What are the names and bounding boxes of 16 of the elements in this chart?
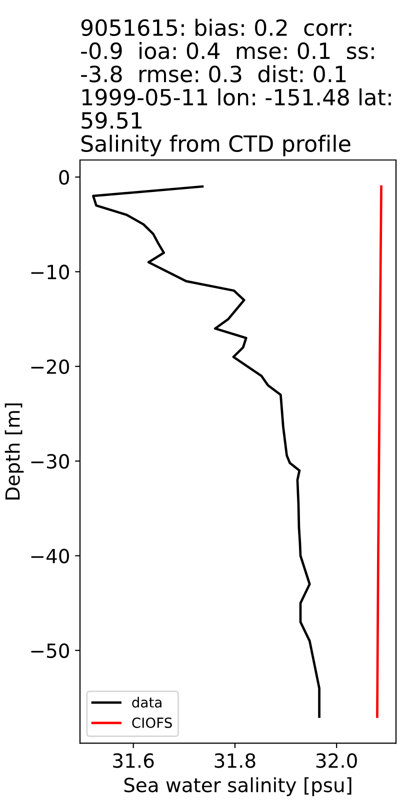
y-tick-label: −10	[31, 264, 69, 280]
legend-label: data	[132, 696, 162, 708]
y-axis-title: Depth [m]	[4, 404, 24, 500]
y-tick-label: 0	[59, 170, 69, 185]
legend-label: CIOFS	[132, 718, 172, 728]
y-tick-label: −50	[31, 643, 69, 658]
y-tick-label: −40	[31, 548, 69, 564]
chart-title: 9051615: bias: 0.2 corr: -0.9 ioa: 0.4 mse: 0.1 ss: -3.8 rmse: 0.3 dist: 0.1 1999-05-11 lon: -151.48 lat: 59.51 Salinity from CTD profile	[81, 18, 391, 156]
line-series	[376, 185, 382, 718]
y-tick-label: −30	[31, 454, 69, 469]
x-tick-label: 31.8	[214, 753, 256, 768]
x-tick-label: 31.6	[113, 753, 154, 768]
line-series	[92, 185, 320, 718]
x-tick-label: 32.0	[316, 753, 357, 768]
y-tick-label: −20	[31, 359, 69, 374]
x-axis-title: Sea water salinity [psu]	[124, 777, 352, 796]
